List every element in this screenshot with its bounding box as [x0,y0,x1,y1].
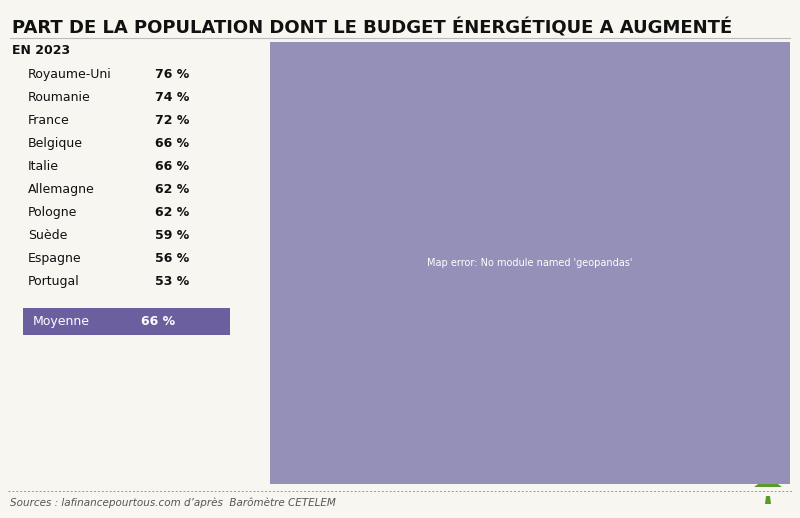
FancyBboxPatch shape [270,42,790,484]
Text: 74 %: 74 % [155,91,190,104]
Text: 66 %: 66 % [141,315,175,328]
Text: Portugal: Portugal [28,275,80,288]
Polygon shape [765,496,771,504]
Text: 76 %: 76 % [155,68,190,81]
Text: Belgique: Belgique [28,137,83,150]
FancyBboxPatch shape [23,308,230,335]
Text: Sources : lafinancepourtous.com d’après  Barômètre CETELEM: Sources : lafinancepourtous.com d’après … [10,497,336,508]
Polygon shape [754,477,782,487]
Text: Royaume-Uni: Royaume-Uni [28,68,112,81]
Text: Allemagne: Allemagne [28,183,94,196]
Text: 66 %: 66 % [155,137,189,150]
Text: Italie: Italie [28,160,59,173]
Text: PART DE LA POPULATION DONT LE BUDGET ÉNERGÉTIQUE A AUGMENTÉ: PART DE LA POPULATION DONT LE BUDGET ÉNE… [12,18,732,37]
Text: France: France [28,114,70,127]
Text: EN 2023: EN 2023 [12,44,70,57]
Text: Pologne: Pologne [28,206,78,219]
Text: 62 %: 62 % [155,183,190,196]
Text: Map error: No module named 'geopandas': Map error: No module named 'geopandas' [427,258,633,268]
Text: 62 %: 62 % [155,206,190,219]
Text: 66 %: 66 % [155,160,189,173]
Text: Roumanie: Roumanie [28,91,90,104]
Text: Moyenne: Moyenne [33,315,90,328]
Text: 53 %: 53 % [155,275,190,288]
Text: 72 %: 72 % [155,114,190,127]
Text: 56 %: 56 % [155,252,190,265]
Text: 59 %: 59 % [155,229,190,242]
Polygon shape [756,472,780,481]
Text: Espagne: Espagne [28,252,82,265]
Polygon shape [758,468,778,476]
Text: Suède: Suède [28,229,67,242]
